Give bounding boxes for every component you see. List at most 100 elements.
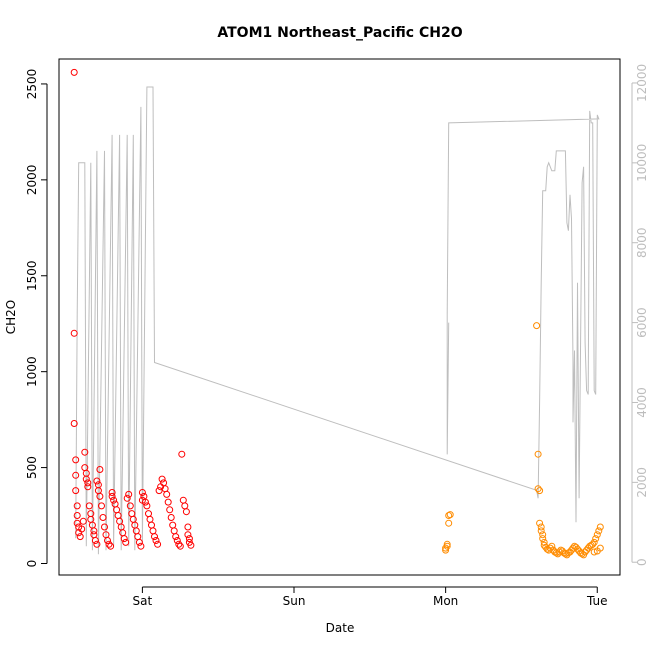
data-point-series2 [537, 527, 545, 535]
data-point-series1 [152, 537, 160, 544]
altitude-line-layer [75, 86, 600, 555]
data-point-series2 [445, 519, 453, 527]
x-tick-label: Sat [133, 594, 153, 608]
chart-title: ATOM1 Northeast_Pacific CH2O [217, 25, 462, 41]
data-point-series1 [70, 420, 78, 427]
data-point-series2 [590, 548, 598, 556]
data-point-series1 [132, 527, 140, 535]
data-point-series1 [105, 540, 113, 548]
data-point-series1 [169, 521, 177, 529]
data-point-series1 [99, 514, 107, 521]
data-point-series1 [72, 456, 80, 464]
data-point-series2 [593, 531, 601, 539]
data-point-series1 [185, 535, 193, 543]
y-tick-label: 2500 [25, 69, 39, 100]
data-point-series1 [184, 531, 192, 539]
data-point-series1 [96, 492, 104, 500]
data-point-series1 [82, 475, 90, 483]
data-point-series2 [569, 544, 577, 552]
data-point-series1 [72, 487, 80, 495]
data-point-series1 [73, 512, 81, 519]
data-point-series2 [540, 538, 548, 546]
y-tick-label: 1500 [25, 260, 39, 291]
data-point-series1 [101, 523, 108, 531]
data-point-series1 [93, 540, 101, 548]
data-point-series1 [91, 537, 99, 544]
data-point-series2 [539, 531, 547, 539]
data-point-series1 [182, 508, 190, 516]
data-point-series1 [96, 466, 104, 473]
data-point-series1 [108, 489, 116, 496]
data-point-series1 [176, 542, 184, 550]
altitude-line [75, 86, 600, 555]
data-point-series1 [166, 506, 174, 514]
data-point-series1 [146, 515, 154, 523]
data-point-series1 [172, 533, 180, 541]
data-point-series1 [119, 529, 127, 537]
data-point-series1 [90, 527, 98, 535]
data-point-series1 [126, 502, 134, 510]
y-axis-label: CH2O [4, 300, 18, 334]
data-point-series1 [163, 490, 171, 498]
data-point-series1 [187, 541, 195, 549]
data-point-series1 [175, 540, 183, 548]
data-point-series2 [534, 485, 542, 493]
y2-tick-label: 12000 [635, 64, 649, 102]
data-point-series2 [443, 540, 451, 548]
data-point-series1 [148, 521, 155, 529]
data-point-series1 [73, 502, 81, 510]
data-point-series2 [555, 548, 563, 556]
bottom-axis: Sat Sun Mon Tue [133, 586, 608, 608]
data-point-series1 [78, 525, 86, 533]
data-point-series1 [135, 538, 143, 546]
data-point-series1 [158, 475, 166, 483]
data-point-series1 [81, 448, 89, 456]
data-point-series1 [85, 502, 93, 510]
data-point-series1 [110, 496, 118, 504]
plot-box [58, 58, 621, 576]
points-layer [70, 68, 604, 559]
data-point-series2 [539, 535, 547, 543]
data-point-series1 [73, 519, 81, 527]
data-point-series1 [84, 483, 92, 491]
data-point-series1 [184, 523, 192, 531]
data-point-series1 [151, 533, 158, 541]
data-point-series1 [123, 494, 131, 502]
y-tick-label: 500 [25, 456, 39, 479]
y-tick-label: 1000 [25, 356, 39, 387]
y2-tick-label: 2000 [635, 467, 649, 498]
data-point-series1 [167, 514, 175, 521]
data-point-series2 [561, 550, 569, 558]
data-point-series1 [138, 489, 146, 496]
data-point-series1 [137, 542, 145, 550]
data-point-series1 [154, 540, 162, 548]
right-axis: 0 2000 4000 6000 8000 10000 12000 [631, 64, 649, 566]
data-point-series1 [122, 538, 130, 546]
data-point-series1 [141, 498, 149, 506]
data-point-series1 [70, 68, 78, 76]
x-tick-label: Tue [586, 594, 608, 608]
data-point-series1 [70, 329, 78, 337]
data-point-series2 [592, 535, 600, 543]
y2-tick-label: 8000 [635, 227, 649, 258]
y-tick-label: 2000 [25, 165, 39, 196]
data-point-series1 [114, 512, 122, 519]
data-point-series1 [93, 477, 101, 485]
data-point-series1 [72, 471, 80, 479]
data-point-series1 [143, 502, 151, 510]
y2-tick-label: 0 [635, 558, 649, 566]
data-point-series2 [589, 540, 597, 548]
data-point-series2 [533, 322, 541, 330]
data-point-series2 [443, 542, 451, 550]
data-point-series1 [108, 492, 116, 500]
data-point-series1 [134, 533, 142, 541]
y2-tick-label: 4000 [635, 387, 649, 418]
data-point-series1 [173, 537, 181, 544]
data-point-series2 [595, 527, 603, 535]
data-point-series1 [79, 517, 87, 525]
data-point-series1 [181, 502, 189, 510]
y2-tick-label: 10000 [635, 144, 649, 182]
data-point-series2 [445, 512, 453, 519]
data-point-series2 [596, 523, 604, 531]
data-point-series1 [179, 496, 187, 504]
